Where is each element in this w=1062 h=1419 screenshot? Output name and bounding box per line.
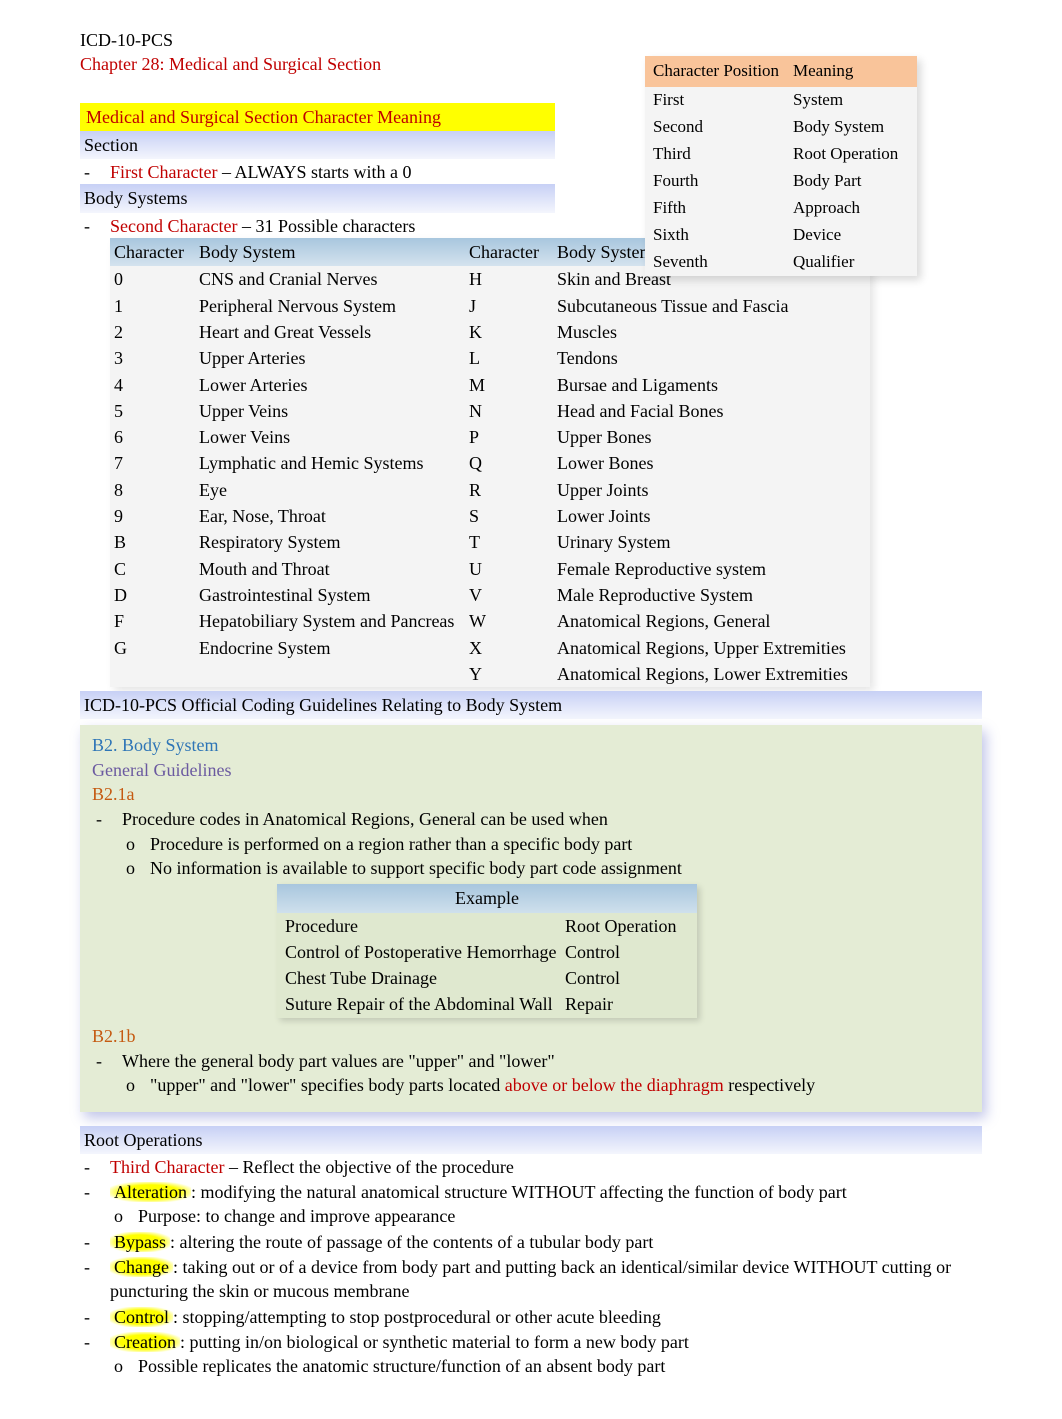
table-row: FourthBody Part xyxy=(645,168,917,195)
col-header: Character Position xyxy=(653,60,793,83)
section-label: Section xyxy=(80,131,555,159)
root-operations: Root Operations - Third Character – Refl… xyxy=(80,1126,982,1379)
term-bypass: Bypass xyxy=(110,1232,170,1252)
table-row: Control of Postoperative HemorrhageContr… xyxy=(277,939,697,965)
col-header: Root Operation xyxy=(565,914,689,938)
page: ICD-10-PCS Chapter 28: Medical and Surgi… xyxy=(80,28,982,1379)
b21a-sub2: oNo information is available to support … xyxy=(122,856,970,880)
col-header: Meaning xyxy=(793,60,853,83)
guidelines-heading: ICD-10-PCS Official Coding Guidelines Re… xyxy=(80,691,982,719)
col-header: Procedure xyxy=(285,914,565,938)
term-change: Change xyxy=(110,1257,173,1277)
table-row: 7Lymphatic and Hemic SystemsQLower Bones xyxy=(110,450,870,476)
b21a-label: B2.1a xyxy=(92,782,970,806)
table-row: 8EyeRUpper Joints xyxy=(110,477,870,503)
table-row: 1Peripheral Nervous SystemJSubcutaneous … xyxy=(110,293,870,319)
char-meaning-table: Character Position Meaning FirstSystemSe… xyxy=(645,56,917,276)
table-row: 5Upper VeinsNHead and Facial Bones xyxy=(110,398,870,424)
table-row: SeventhQualifier xyxy=(645,249,917,276)
table-row: 6Lower VeinsPUpper Bones xyxy=(110,424,870,450)
table-row: FHepatobiliary System and PancreasWAnato… xyxy=(110,608,870,634)
term-control: Control xyxy=(110,1307,173,1327)
table-row: DGastrointestinal SystemVMale Reproducti… xyxy=(110,582,870,608)
table-row: GEndocrine SystemXAnatomical Regions, Up… xyxy=(110,635,870,661)
example-label: Example xyxy=(277,884,697,912)
body-systems-label: Body Systems xyxy=(80,184,555,212)
table-row: SecondBody System xyxy=(645,114,917,141)
table-row: FirstSystem xyxy=(645,87,917,114)
term-creation: Creation xyxy=(110,1332,180,1352)
guidelines-box: B2. Body System General Guidelines B2.1a… xyxy=(80,725,982,1111)
b21a-line1: - Procedure codes in Anatomical Regions,… xyxy=(92,807,970,831)
table-row: SixthDevice xyxy=(645,222,917,249)
table-row: Chest Tube DrainageControl xyxy=(277,965,697,991)
table-row: 9Ear, Nose, ThroatSLower Joints xyxy=(110,503,870,529)
root-ops-heading: Root Operations xyxy=(80,1126,982,1154)
b21b-sub: o "upper" and "lower" specifies body par… xyxy=(122,1073,970,1097)
term-alteration: Alteration xyxy=(110,1182,191,1202)
table-row: 3Upper ArteriesLTendons xyxy=(110,345,870,371)
b21a-sub1: oProcedure is performed on a region rath… xyxy=(122,832,970,856)
col-header: Character xyxy=(114,240,199,264)
table-row: BRespiratory SystemTUrinary System xyxy=(110,529,870,555)
b21b-line: - Where the general body part values are… xyxy=(92,1049,970,1073)
b2-heading: B2. Body System xyxy=(92,733,970,757)
b21b-label: B2.1b xyxy=(92,1024,970,1048)
table-row: 4Lower ArteriesMBursae and Ligaments xyxy=(110,372,870,398)
example-table: Example Procedure Root Operation Control… xyxy=(277,884,697,1017)
table-row: CMouth and ThroatUFemale Reproductive sy… xyxy=(110,556,870,582)
col-header: Character xyxy=(469,240,557,264)
body-system-table: Character Body System Character Body Sys… xyxy=(110,238,870,687)
table-row: FifthApproach xyxy=(645,195,917,222)
doc-title: ICD-10-PCS xyxy=(80,28,982,52)
table-row: ThirdRoot Operation xyxy=(645,141,917,168)
table-row: YAnatomical Regions, Lower Extremities xyxy=(110,661,870,687)
col-header: Body System xyxy=(199,240,469,264)
table-row: Suture Repair of the Abdominal WallRepai… xyxy=(277,991,697,1017)
table-row: 2Heart and Great VesselsKMuscles xyxy=(110,319,870,345)
general-guidelines: General Guidelines xyxy=(92,758,970,782)
